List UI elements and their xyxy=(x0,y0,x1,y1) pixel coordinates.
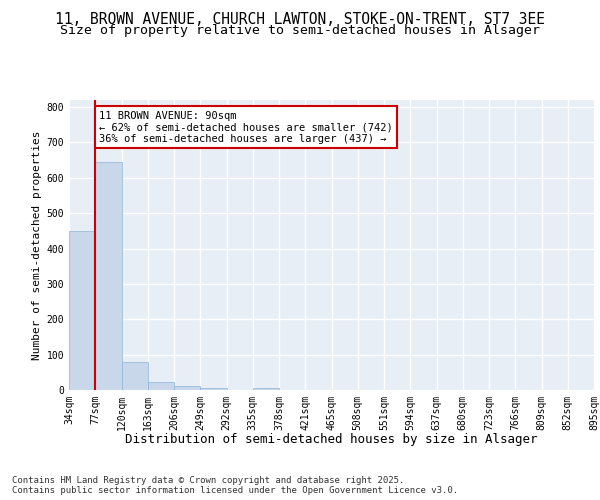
Text: 11, BROWN AVENUE, CHURCH LAWTON, STOKE-ON-TRENT, ST7 3EE: 11, BROWN AVENUE, CHURCH LAWTON, STOKE-O… xyxy=(55,12,545,28)
Bar xyxy=(174,386,200,390)
Bar xyxy=(200,388,227,390)
Bar xyxy=(253,388,279,390)
Bar xyxy=(121,362,148,390)
Bar xyxy=(95,162,121,390)
Y-axis label: Number of semi-detached properties: Number of semi-detached properties xyxy=(32,130,43,360)
X-axis label: Distribution of semi-detached houses by size in Alsager: Distribution of semi-detached houses by … xyxy=(125,433,538,446)
Text: Contains HM Land Registry data © Crown copyright and database right 2025.
Contai: Contains HM Land Registry data © Crown c… xyxy=(12,476,458,495)
Bar xyxy=(69,231,95,390)
Bar xyxy=(148,382,174,390)
Text: 11 BROWN AVENUE: 90sqm
← 62% of semi-detached houses are smaller (742)
36% of se: 11 BROWN AVENUE: 90sqm ← 62% of semi-det… xyxy=(99,110,393,144)
Text: Size of property relative to semi-detached houses in Alsager: Size of property relative to semi-detach… xyxy=(60,24,540,37)
